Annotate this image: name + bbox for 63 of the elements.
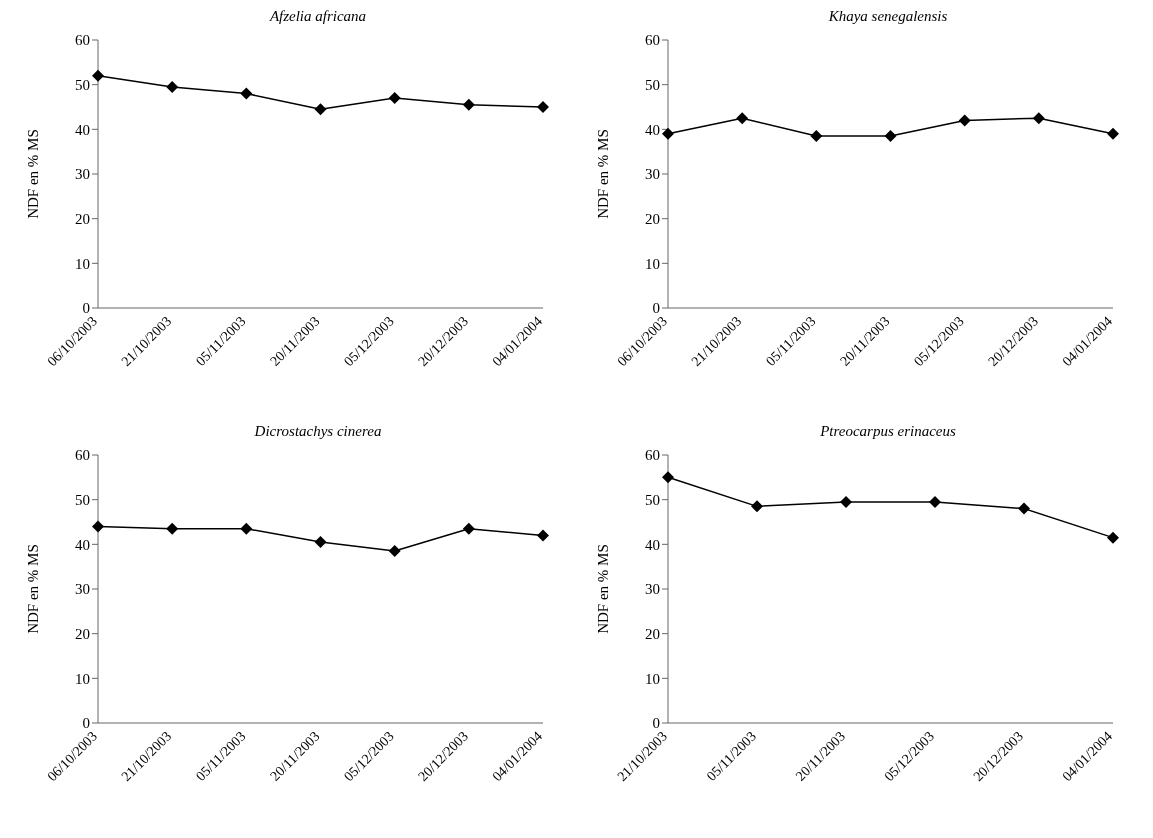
point — [166, 80, 179, 93]
point — [240, 522, 253, 535]
point — [314, 103, 327, 116]
point — [537, 101, 549, 113]
chart-title: Khaya senegalensis — [827, 8, 949, 26]
y-tick-label: 50 — [645, 491, 660, 508]
chart-title: Ptreocarpus erinaceus — [819, 423, 957, 441]
y-tick-label: 20 — [645, 210, 660, 227]
y-tick-label: 40 — [75, 121, 90, 138]
point — [929, 495, 941, 508]
point — [810, 130, 823, 143]
point — [1107, 127, 1119, 140]
point — [314, 536, 327, 549]
chart-title: Afzelia africana — [268, 8, 368, 26]
y-tick-label: 40 — [645, 536, 660, 553]
point — [958, 114, 971, 127]
y-axis-title: NDF en % MS — [595, 129, 612, 219]
point — [92, 69, 104, 82]
y-tick-label: 10 — [75, 255, 90, 272]
y-tick-label: 0 — [82, 715, 90, 732]
point — [736, 112, 749, 125]
y-tick-label: 60 — [645, 32, 660, 49]
point — [662, 471, 674, 484]
y-tick-label: 30 — [75, 581, 90, 598]
y-tick-label: 50 — [75, 76, 90, 93]
y-tick-label: 30 — [645, 581, 660, 598]
y-axis-title: NDF en % MS — [25, 544, 42, 634]
point — [751, 500, 763, 513]
point — [1018, 502, 1030, 515]
y-tick-label: 0 — [652, 300, 660, 317]
y-axis-title: NDF en % MS — [595, 544, 612, 634]
point — [662, 127, 674, 140]
y-tick-label: 60 — [645, 447, 660, 464]
point — [537, 529, 549, 542]
point — [884, 130, 897, 143]
point — [462, 98, 475, 111]
point — [1032, 112, 1045, 125]
point — [388, 545, 401, 558]
point — [840, 495, 852, 508]
y-tick-label: 50 — [75, 491, 90, 508]
point — [92, 520, 104, 533]
y-tick-label: 0 — [82, 300, 90, 317]
y-tick-label: 30 — [75, 166, 90, 183]
point — [166, 522, 179, 535]
point — [1107, 531, 1119, 544]
point — [462, 522, 475, 535]
y-tick-label: 40 — [75, 536, 90, 553]
y-tick-label: 10 — [645, 255, 660, 272]
y-tick-label: 10 — [645, 670, 660, 687]
y-tick-label: 60 — [75, 447, 90, 464]
y-tick-label: 50 — [645, 76, 660, 93]
chart-title: Dicrostachys cinerea — [253, 423, 383, 441]
y-tick-label: 40 — [645, 121, 660, 138]
y-tick-label: 20 — [75, 625, 90, 642]
y-tick-label: 30 — [645, 166, 660, 183]
y-tick-label: 10 — [75, 670, 90, 687]
point — [388, 92, 401, 105]
point — [240, 87, 253, 100]
y-tick-label: 20 — [645, 625, 660, 642]
y-tick-label: 60 — [75, 32, 90, 49]
y-tick-label: 20 — [75, 210, 90, 227]
y-axis-title: NDF en % MS — [25, 129, 42, 219]
y-tick-label: 0 — [652, 715, 660, 732]
